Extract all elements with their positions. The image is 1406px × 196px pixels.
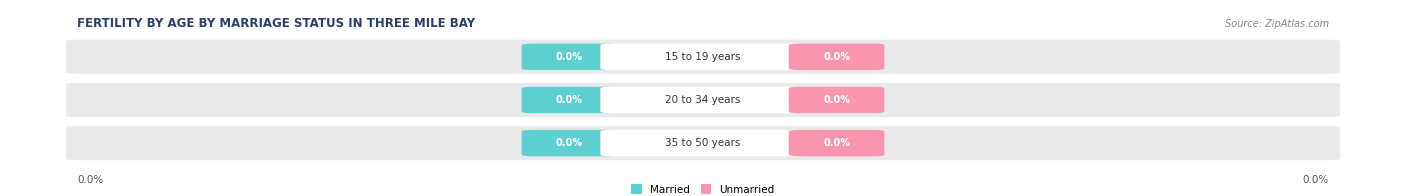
- FancyBboxPatch shape: [66, 126, 1340, 160]
- Text: 15 to 19 years: 15 to 19 years: [665, 52, 741, 62]
- Text: 0.0%: 0.0%: [77, 175, 104, 185]
- FancyBboxPatch shape: [600, 87, 806, 113]
- FancyBboxPatch shape: [66, 83, 1340, 117]
- FancyBboxPatch shape: [522, 87, 617, 113]
- Legend: Married, Unmarried: Married, Unmarried: [631, 184, 775, 195]
- FancyBboxPatch shape: [789, 130, 884, 156]
- Text: 35 to 50 years: 35 to 50 years: [665, 138, 741, 148]
- FancyBboxPatch shape: [600, 130, 806, 156]
- FancyBboxPatch shape: [66, 40, 1340, 74]
- Text: 0.0%: 0.0%: [823, 95, 851, 105]
- Text: 0.0%: 0.0%: [823, 138, 851, 148]
- FancyBboxPatch shape: [600, 44, 806, 70]
- Text: 20 to 34 years: 20 to 34 years: [665, 95, 741, 105]
- FancyBboxPatch shape: [522, 44, 617, 70]
- Text: 0.0%: 0.0%: [555, 138, 583, 148]
- Text: FERTILITY BY AGE BY MARRIAGE STATUS IN THREE MILE BAY: FERTILITY BY AGE BY MARRIAGE STATUS IN T…: [77, 17, 475, 30]
- FancyBboxPatch shape: [789, 87, 884, 113]
- FancyBboxPatch shape: [522, 130, 617, 156]
- Text: 0.0%: 0.0%: [555, 95, 583, 105]
- Text: 0.0%: 0.0%: [823, 52, 851, 62]
- Text: 0.0%: 0.0%: [1302, 175, 1329, 185]
- Text: Source: ZipAtlas.com: Source: ZipAtlas.com: [1225, 18, 1329, 29]
- Text: 0.0%: 0.0%: [555, 52, 583, 62]
- FancyBboxPatch shape: [789, 44, 884, 70]
